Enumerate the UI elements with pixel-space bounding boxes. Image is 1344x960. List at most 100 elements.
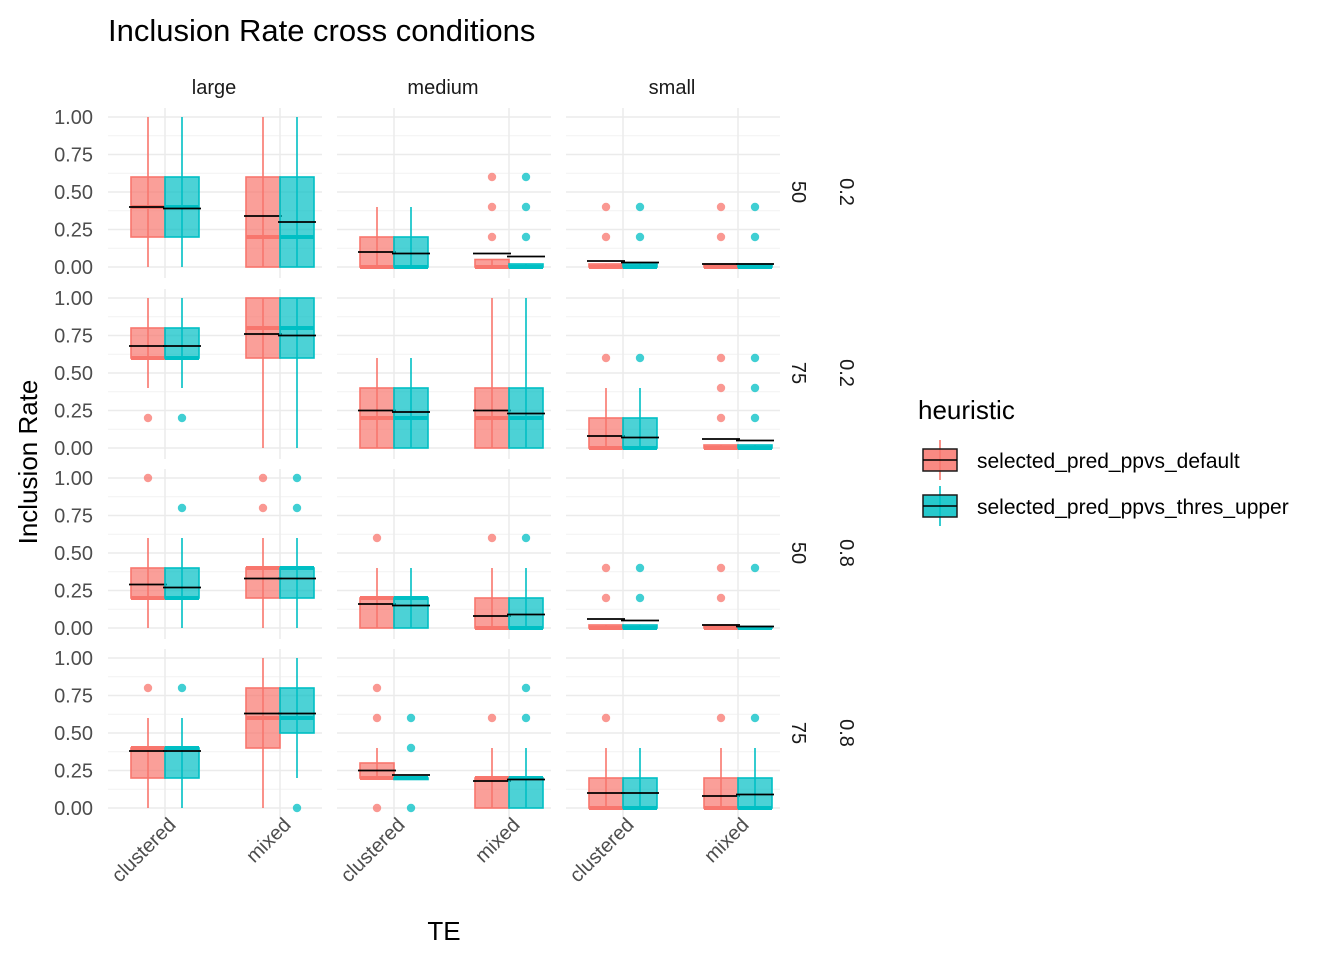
- box: [587, 353, 625, 450]
- box: [621, 353, 659, 450]
- box: [702, 202, 740, 269]
- outlier-point: [372, 683, 382, 693]
- outlier-point: [406, 803, 416, 813]
- chart-title: Inclusion Rate cross conditions: [108, 13, 535, 48]
- outlier-point: [635, 353, 645, 363]
- outlier-point: [143, 473, 153, 483]
- outlier-point: [372, 713, 382, 723]
- x-tick-label: mixed: [700, 814, 753, 867]
- box: [392, 358, 430, 449]
- y-tick-label: 0.75: [54, 145, 93, 167]
- box-body: [130, 327, 166, 359]
- facet-row-rho-label: 0.2: [835, 359, 857, 387]
- box: [244, 658, 282, 808]
- outlier-point: [143, 683, 153, 693]
- y-tick-label: 0.00: [54, 257, 93, 279]
- x-tick-label: mixed: [242, 814, 295, 867]
- box-body: [703, 777, 739, 809]
- box: [587, 563, 625, 630]
- outlier-point: [292, 503, 302, 513]
- outlier-point: [716, 413, 726, 423]
- outlier-point: [750, 713, 760, 723]
- box: [358, 683, 396, 813]
- facet-row-rho-label: 0.8: [835, 719, 857, 747]
- outlier-point: [601, 202, 611, 212]
- box: [507, 298, 545, 449]
- y-tick-label: 0.75: [54, 686, 93, 708]
- box: [163, 503, 201, 628]
- y-tick-label: 1.00: [54, 468, 93, 490]
- box: [736, 202, 774, 269]
- outlier-point: [521, 713, 531, 723]
- panel: 0.00 0.25 0.50 0.75 1.00: [54, 648, 322, 820]
- box: [163, 683, 201, 808]
- box-body: [130, 747, 166, 779]
- y-tick-label: 0.75: [54, 506, 93, 528]
- outlier-point: [406, 713, 416, 723]
- outlier-point: [487, 533, 497, 543]
- outlier-point: [372, 533, 382, 543]
- panel: [566, 289, 780, 459]
- outlier-point: [406, 743, 416, 753]
- y-tick-label: 0.00: [54, 798, 93, 820]
- box: [702, 353, 740, 450]
- outlier-point: [635, 232, 645, 242]
- y-tick-label: 0.50: [54, 723, 93, 745]
- panel: [337, 469, 551, 639]
- box: [587, 713, 625, 810]
- outlier-point: [521, 683, 531, 693]
- y-tick-label: 1.00: [54, 648, 93, 670]
- box: [278, 297, 316, 448]
- box: [392, 568, 430, 629]
- box-body: [245, 176, 281, 268]
- outlier-point: [292, 803, 302, 813]
- outlier-point: [750, 232, 760, 242]
- box: [129, 683, 167, 808]
- y-tick-label: 0.50: [54, 182, 93, 204]
- outlier-point: [292, 473, 302, 483]
- panel-grid: large medium small 50 0.2 75 0.2 50 0.8 75 0.8 0.00…: [54, 77, 857, 887]
- outlier-point: [258, 503, 268, 513]
- facet-row-n-label: 50: [787, 181, 809, 203]
- y-tick-label: 1.00: [54, 288, 93, 310]
- box-body: [359, 597, 395, 629]
- box: [621, 563, 659, 630]
- box: [244, 117, 282, 268]
- y-tick-label: 0.50: [54, 543, 93, 565]
- outlier-point: [750, 563, 760, 573]
- box-body: [622, 417, 658, 449]
- box-body: [245, 567, 281, 599]
- box: [358, 358, 396, 449]
- panel: 0.00 0.25 0.50 0.75 1.00: [54, 468, 322, 640]
- outlier-point: [716, 202, 726, 212]
- box: [473, 533, 511, 630]
- box-body: [279, 687, 315, 734]
- facet-row-n-label: 75: [787, 722, 809, 744]
- outlier-point: [635, 563, 645, 573]
- panel: [566, 649, 780, 819]
- y-tick-label: 0.25: [54, 220, 93, 242]
- outlier-point: [750, 383, 760, 393]
- outlier-point: [716, 383, 726, 393]
- box: [702, 563, 740, 630]
- x-tick-label: clustered: [566, 814, 639, 887]
- outlier-point: [716, 713, 726, 723]
- box: [587, 202, 625, 269]
- legend-label: selected_pred_ppvs_thres_upper: [977, 496, 1289, 519]
- panel: [566, 469, 780, 639]
- y-tick-label: 0.25: [54, 761, 93, 783]
- outlier-point: [177, 413, 187, 423]
- y-tick-label: 0.00: [54, 438, 93, 460]
- facet-row-rho-label: 0.2: [835, 178, 857, 206]
- outlier-point: [258, 473, 268, 483]
- box: [473, 172, 511, 269]
- box: [473, 298, 511, 449]
- box: [129, 117, 167, 267]
- outlier-point: [487, 202, 497, 212]
- box: [392, 713, 430, 813]
- y-tick-label: 0.25: [54, 581, 93, 603]
- facet-row-rho-label: 0.8: [835, 539, 857, 567]
- outlier-point: [601, 563, 611, 573]
- x-tick-label: clustered: [108, 814, 181, 887]
- box-body: [393, 597, 429, 629]
